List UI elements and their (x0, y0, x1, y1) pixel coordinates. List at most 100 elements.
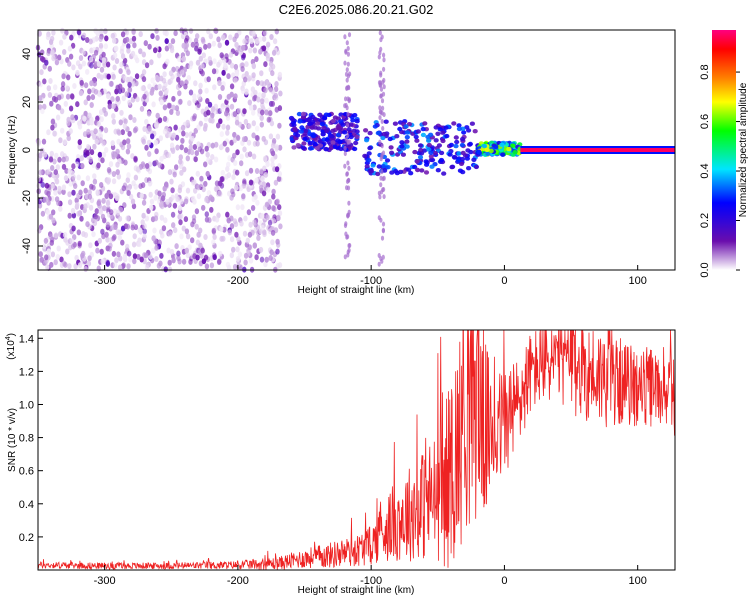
heatmap-cell (118, 68, 123, 75)
heatmap-cell (168, 42, 173, 49)
heatmap-cell (213, 156, 219, 163)
heatmap-cell (85, 143, 91, 150)
heatmap-cell (99, 116, 104, 123)
heatmap-cell (77, 139, 83, 146)
heatmap-cell (214, 141, 219, 148)
heatmap-cell (347, 200, 351, 206)
heatmap-cell (203, 115, 209, 122)
heatmap-cell (73, 183, 78, 189)
heatmap-cell (203, 161, 208, 168)
snr-frame (37, 329, 676, 571)
heatmap-cell (104, 231, 109, 238)
heatmap-cell (120, 53, 126, 60)
heatmap-cell (89, 119, 94, 126)
heatmap-cell (239, 220, 244, 227)
heatmap-cell (87, 255, 92, 262)
heatmap-cell (173, 30, 178, 37)
heatmap-cell (98, 42, 104, 49)
heatmap-cell (262, 155, 268, 162)
heatmap-cell (520, 148, 675, 152)
heatmap-cell (140, 85, 145, 92)
heatmap-cell (221, 235, 226, 242)
heatmap-cell (199, 175, 204, 182)
heatmap-cell (198, 82, 203, 89)
heatmap-cell (107, 103, 113, 110)
heatmap-cell (103, 110, 109, 117)
heatmap-cell (345, 40, 349, 46)
heatmap-cell (81, 231, 86, 237)
heatmap-cell (460, 136, 466, 142)
heatmap-cell (326, 140, 332, 145)
heatmap-cell (300, 145, 306, 151)
heatmap-cell (199, 148, 205, 155)
heatmap-cell (248, 167, 254, 174)
heatmap-cell (212, 58, 217, 65)
heatmap-cell (440, 130, 446, 135)
heatmap-cell (229, 252, 234, 259)
heatmap-cell (347, 243, 351, 249)
heatmap-cell (99, 109, 104, 116)
heatmap-cell (485, 151, 491, 156)
heatmap-cell (247, 123, 252, 130)
heatmap-cell (53, 96, 59, 103)
heatmap-cell (382, 175, 386, 181)
heatmap-cell (83, 203, 88, 210)
heatmap-cell (78, 189, 83, 196)
heatmap-cell (347, 165, 351, 171)
heatmap-cell (144, 144, 149, 151)
heatmap-cell (99, 74, 104, 81)
heatmap-cell (244, 89, 249, 96)
heatmap-cell (366, 158, 372, 163)
heatmap-cell (101, 51, 106, 58)
heatmap-cell (471, 157, 477, 162)
heatmap-cell (111, 113, 116, 120)
heatmap-cell (71, 64, 76, 71)
heatmap-cell (112, 52, 118, 59)
heatmap-cell (346, 61, 350, 67)
heatmap-cell (167, 259, 172, 266)
heatmap-cell (153, 215, 159, 222)
heatmap-cell (38, 169, 43, 176)
heatmap-cell (229, 62, 235, 69)
heatmap-cell (274, 166, 280, 173)
heatmap-cell (66, 135, 71, 142)
heatmap-cell (108, 193, 114, 200)
heatmap-cell (343, 223, 348, 229)
heatmap-cell (97, 151, 103, 158)
heatmap-cell (347, 85, 351, 91)
heatmap-cell (380, 169, 384, 175)
heatmap-cell (87, 193, 93, 200)
heatmap-cell (298, 129, 304, 134)
heatmap-cell (380, 135, 386, 141)
heatmap-cell (345, 122, 350, 128)
heatmap-cell (234, 70, 240, 77)
heatmap-cell (418, 147, 424, 153)
heatmap-cell (347, 97, 351, 103)
heatmap-cell (347, 32, 352, 38)
heatmap-cell (263, 171, 269, 178)
heatmap-cell (83, 82, 89, 89)
heatmap-cell (185, 187, 191, 194)
heatmap-cell (196, 193, 202, 200)
heatmap-cell (127, 81, 132, 88)
heatmap-cell (241, 54, 246, 61)
heatmap-x-tick-label: 0 (501, 275, 507, 287)
heatmap-cell (213, 27, 218, 34)
heatmap-cell (343, 103, 347, 109)
heatmap-cell (275, 248, 280, 255)
heatmap-cell (472, 129, 478, 134)
heatmap-cell (137, 241, 142, 248)
heatmap-cell (166, 247, 171, 254)
heatmap-cell (36, 176, 42, 182)
heatmap-cell (132, 233, 137, 240)
heatmap-cell (183, 83, 188, 90)
heatmap-cell (277, 71, 283, 78)
heatmap-cell (93, 213, 99, 220)
heatmap-cell (57, 94, 62, 101)
heatmap-cell (378, 139, 382, 145)
heatmap-cell (263, 87, 268, 94)
heatmap-cell (353, 140, 359, 146)
heatmap-cell (380, 119, 384, 124)
heatmap-cell (481, 143, 488, 149)
svg-text:(x104): (x104) (5, 333, 17, 360)
